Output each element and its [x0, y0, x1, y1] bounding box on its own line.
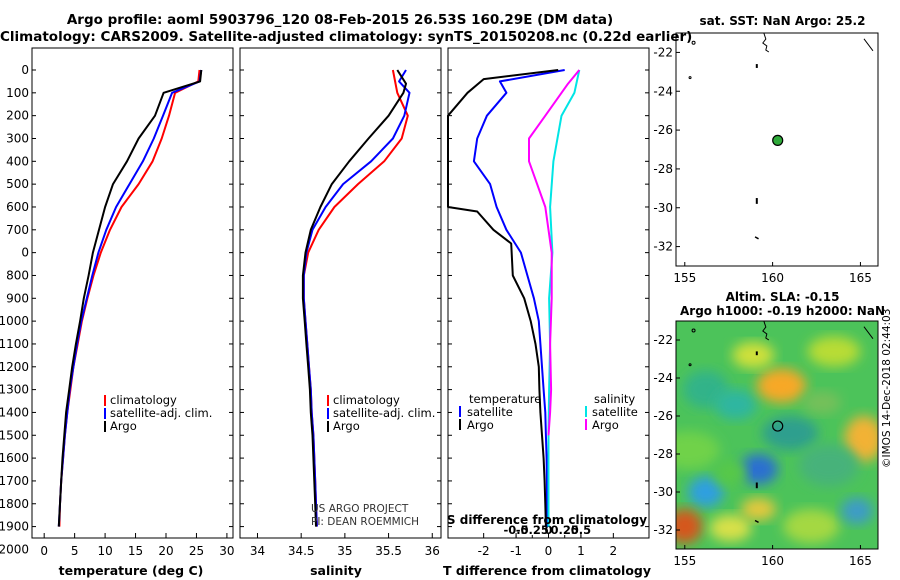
x-tick-label: 34.5 — [288, 544, 315, 558]
imos-timestamp: ©IMOS 14-Dec-2018 02:44:03 — [881, 308, 893, 468]
y-tick-label: 600 — [6, 200, 29, 214]
legend-swatch-argo — [104, 421, 106, 432]
y-tick-label: 400 — [6, 154, 29, 168]
sla-map-title-1: Altim. SLA: -0.15 — [725, 290, 840, 304]
x-tick-label: 15 — [128, 544, 143, 558]
y-tick-label: 1500 — [0, 428, 29, 442]
x-tick-label: -1 — [510, 544, 522, 558]
y-tick-label: 1300 — [0, 383, 29, 397]
y-tick-label: 100 — [6, 86, 29, 100]
y-tick-label: 1700 — [0, 474, 29, 488]
y-tick-label: 1600 — [0, 451, 29, 465]
series-line-satellite-adj-clim- — [57, 69, 203, 527]
series-line-satellite-adj-clim- — [302, 69, 411, 527]
legend-swatch-satellite — [104, 408, 106, 419]
x-tick-label: 10 — [97, 544, 112, 558]
y-tick-label: 700 — [6, 223, 29, 237]
y-tick-label: 300 — [6, 131, 29, 145]
s-tick-label: 0 — [544, 523, 552, 537]
series-line-argo — [57, 69, 203, 527]
x-tick-label: 36 — [425, 544, 440, 558]
legend-swatch-s-argo — [585, 419, 587, 430]
legend-climatology: climatology — [110, 393, 177, 407]
s-tick-label: 0.25 — [551, 523, 579, 537]
x-tick-label: 30 — [219, 544, 234, 558]
series-line-s-satellite — [547, 69, 581, 527]
temperature-legend: climatology satellite-adj. clim. Argo — [104, 393, 212, 433]
legend-salinity-title: salinity — [594, 392, 635, 406]
plot-frame — [31, 47, 234, 539]
legend-swatch-s-satellite — [585, 406, 587, 417]
y-tick-label: 900 — [6, 291, 29, 305]
x-tick-label: 20 — [158, 544, 173, 558]
y-tick-label: 1400 — [0, 405, 29, 419]
legend-s-argo: Argo — [592, 418, 619, 432]
salinity-plot: 34 34.5 35 35.5 36 — [239, 47, 442, 558]
legend-argo: Argo — [110, 419, 137, 433]
legend-swatch-t-argo — [459, 419, 461, 430]
credit-line-1: US ARGO PROJECT — [311, 503, 409, 515]
series-line-s-argo — [528, 69, 581, 436]
x-tick-label: 35.5 — [375, 544, 402, 558]
legend-swatch-climatology — [104, 395, 106, 406]
y-tick-label: 0 — [21, 246, 29, 260]
y-tick-label: 1800 — [0, 497, 29, 511]
s-tick-label: -0.25 — [516, 523, 549, 537]
legend-temperature-title: temperature — [469, 392, 541, 406]
x-tick-label: 25 — [189, 544, 204, 558]
title-line-1: Argo profile: aoml 5903796_120 08-Feb-20… — [66, 12, 614, 28]
legend-argo: Argo — [333, 419, 360, 433]
y-tick-label: 2000 — [0, 542, 29, 556]
x-tick-label: 34 — [250, 544, 265, 558]
y-tick-label: 1200 — [0, 360, 29, 374]
title-line-2: Climatology: CARS2009. Satellite-adjuste… — [0, 29, 693, 45]
legend-s-satellite: satellite — [592, 405, 638, 419]
legend-swatch-argo — [327, 421, 329, 432]
series-line-t-satellite — [472, 69, 565, 527]
sla-map-title-2: Argo h1000: -0.19 h2000: NaN — [679, 304, 885, 318]
y-tick-label: 200 — [6, 109, 29, 123]
x-tick-label: 1 — [577, 544, 585, 558]
legend-climatology: climatology — [333, 393, 400, 407]
y-tick-label: 500 — [6, 177, 29, 191]
credit-line-2: PI: DEAN ROEMMICH — [311, 516, 419, 528]
t-difference-axis-title: T difference from climatology — [443, 563, 651, 578]
plot-frame — [239, 47, 442, 539]
y-tick-label: 1000 — [0, 314, 29, 328]
legend-swatch-climatology — [327, 395, 329, 406]
s-difference-axis-title: S difference from climatology — [447, 513, 647, 527]
y-tick-label: 1900 — [0, 520, 29, 534]
s-tick-label: 0.5 — [571, 523, 591, 537]
difference-legend: temperature satellite Argo salinity sate… — [459, 392, 638, 432]
series-line-climatology — [58, 69, 201, 527]
s-tick-label: -0.5 — [504, 523, 529, 537]
y-tick-label: 0 — [21, 63, 29, 77]
x-tick-label: 5 — [71, 544, 79, 558]
x-tick-label: 0 — [40, 544, 48, 558]
x-tick-label: -2 — [478, 544, 490, 558]
temperature-plot: 0 5 10 15 20 25 300100200300400500600700080090… — [0, 47, 235, 558]
y-tick-label: 800 — [6, 268, 29, 282]
legend-satellite: satellite-adj. clim. — [110, 406, 212, 420]
temperature-axis-title: temperature (deg C) — [59, 563, 204, 578]
series-line-argo — [301, 69, 407, 527]
legend-satellite: satellite-adj. clim. — [333, 406, 435, 420]
y-tick-label: 1100 — [0, 337, 29, 351]
x-tick-label: 2 — [610, 544, 618, 558]
legend-t-satellite: satellite — [467, 405, 513, 419]
series-line-t-argo — [447, 69, 559, 527]
sst-map-title: sat. SST: NaN Argo: 25.2 — [699, 14, 866, 28]
salinity-legend: climatology satellite-adj. clim. Argo — [327, 393, 435, 433]
x-tick-label: 35 — [337, 544, 352, 558]
legend-t-argo: Argo — [467, 418, 494, 432]
legend-swatch-satellite — [327, 408, 329, 419]
legend-swatch-t-satellite — [459, 406, 461, 417]
x-tick-label: 0 — [545, 544, 553, 558]
salinity-axis-title: salinity — [310, 563, 362, 578]
